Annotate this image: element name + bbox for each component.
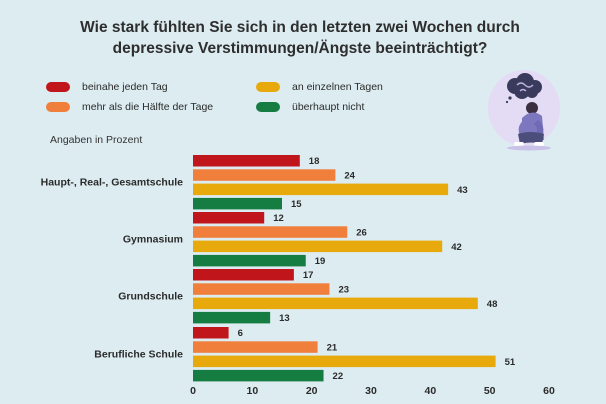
data-label: 24 [344,171,355,182]
data-label: 21 [327,343,338,354]
bar [193,369,324,382]
data-label: 26 [356,228,367,239]
chart-title: Wie stark fühlten Sie sich in den letzte… [60,17,540,59]
person-with-anxiety-cloud-illustration [488,70,560,151]
x-tick-label: 0 [190,385,196,397]
bar [193,355,496,368]
bar [193,226,348,238]
data-label: 18 [309,156,320,167]
chart-title-line-1: Wie stark fühlten Sie sich in den letzte… [80,19,520,36]
x-tick-label: 40 [424,385,436,397]
bar [193,254,306,267]
legend-label: beinahe jeden Tag [82,81,168,93]
legend-label: an einzelnen Tagen [292,81,383,93]
legend-item-mehr-als-die-haelfte: mehr als die Hälfte der Tage [46,101,213,113]
data-label: 23 [338,285,349,296]
bar [193,169,336,181]
legend-label: mehr als die Hälfte der Tage [82,101,214,113]
bar [193,283,330,295]
chart-title-line-2: depressive Verstimmungen/Ängste beeinträ… [112,40,488,57]
data-label: 15 [291,199,302,210]
legend-item-beinahe-jeden-tag: beinahe jeden Tag [46,81,168,93]
data-label: 48 [487,299,498,310]
bar [193,212,265,224]
data-label: 51 [505,357,516,368]
legend-swatch [256,82,280,92]
bar [193,269,294,281]
bar [193,327,229,339]
bar [193,311,271,324]
category-label: Haupt-, Real-, Gesamtschule [41,177,184,189]
x-tick-label: 10 [246,385,258,397]
x-tick-label: 60 [543,385,555,397]
legend-label: überhaupt nicht [292,101,365,113]
category-label: Grundschule [118,291,183,303]
data-label: 13 [279,313,290,324]
bar [193,240,443,253]
bar [193,197,282,210]
unit-note: Angaben in Prozent [50,134,143,146]
category-label: Berufliche Schule [94,349,183,361]
data-label: 12 [273,213,284,224]
bar [193,297,478,310]
legend-item-ueberhaupt-nicht: überhaupt nicht [256,101,364,113]
bar [193,155,300,167]
legend-item-an-einzelnen-tagen: an einzelnen Tagen [256,81,383,93]
data-label: 17 [303,270,314,281]
legend-swatch [46,102,70,112]
data-label: 6 [238,328,243,339]
legend-swatch [256,102,280,112]
x-tick-label: 50 [484,385,496,397]
bar [193,183,449,196]
x-tick-label: 20 [306,385,318,397]
legend-swatch [46,82,70,92]
bar [193,341,318,353]
data-label: 42 [451,242,462,253]
data-label: 19 [315,256,326,267]
x-tick-label: 30 [365,385,377,397]
data-label: 22 [333,371,344,382]
category-label: Gymnasium [123,234,183,246]
data-label: 43 [457,185,468,196]
